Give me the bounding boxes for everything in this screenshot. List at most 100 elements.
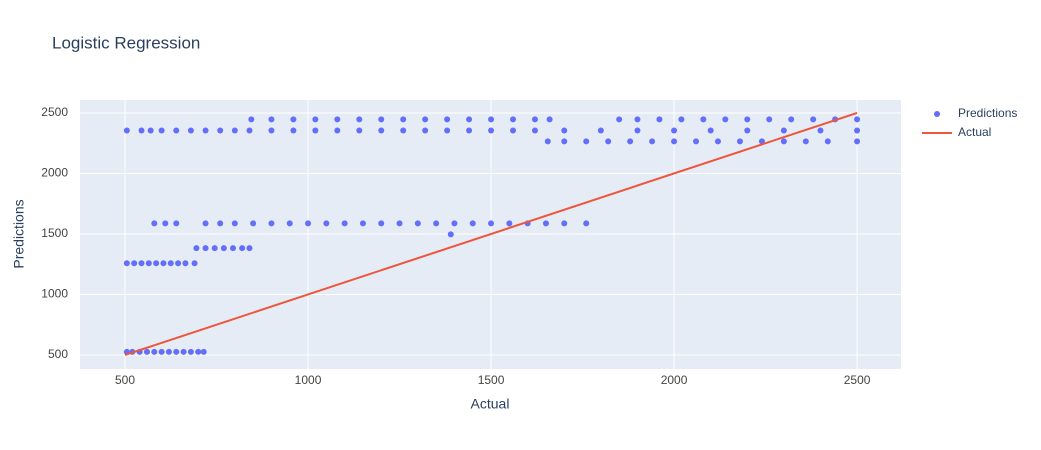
point [510,127,517,134]
point [195,348,202,355]
point [202,245,209,252]
x-tick-label: 2000 [661,373,688,387]
point [312,116,319,123]
point [246,245,253,252]
point [561,220,568,227]
point [158,348,165,355]
y-tick-label: 1500 [41,226,68,240]
point [191,260,198,267]
point [378,127,385,134]
point [444,127,451,134]
legend-label[interactable]: Predictions [958,106,1017,120]
point [678,116,685,123]
point [780,138,787,145]
point [396,220,403,227]
point [634,127,641,134]
y-tick-label: 2500 [41,105,68,119]
point [248,116,255,123]
point [341,220,348,227]
point [151,348,158,355]
point [627,138,634,145]
point [433,220,440,227]
point [250,220,257,227]
point [356,127,363,134]
point [671,127,678,134]
x-tick-label: 1000 [295,373,322,387]
point [469,220,476,227]
point [824,138,831,145]
point [693,138,700,145]
point [158,127,165,134]
point [561,127,568,134]
point [231,127,238,134]
point [173,127,180,134]
point [466,127,473,134]
point [378,220,385,227]
point [854,127,861,134]
point [239,245,246,252]
point [147,127,154,134]
x-tick-label: 500 [115,373,135,387]
point [488,127,495,134]
point [123,260,130,267]
point [466,116,473,123]
point [153,260,160,267]
y-axis-title: Predictions [11,199,27,268]
point [290,127,297,134]
x-tick-label: 2500 [844,373,871,387]
legend-label[interactable]: Actual [958,125,991,139]
y-tick-label: 1000 [41,287,68,301]
point [173,220,180,227]
point [202,127,209,134]
point [744,127,751,134]
grid: 500 1000 1500 2000 2500 500 1000 1500 2000 2500 [41,100,901,387]
point [180,348,187,355]
point [400,116,407,123]
point [200,348,207,355]
point [671,138,678,145]
point [187,348,194,355]
point [531,116,538,123]
point [131,260,138,267]
point [211,245,218,252]
point [561,138,568,145]
point [656,116,663,123]
point [123,127,130,134]
x-axis-title: Actual [471,396,510,412]
point [744,116,751,123]
point [145,260,152,267]
point [359,220,366,227]
line [124,111,858,356]
chart-title: Logistic Regression [52,33,200,52]
point [138,260,145,267]
point [544,138,551,145]
point [229,245,236,252]
point [167,260,174,267]
point [531,127,538,134]
point [451,220,458,227]
point [182,260,189,267]
legend: Predictions Actual [922,106,1017,139]
point [788,116,795,123]
legend-symbol [934,111,940,117]
point [700,116,707,123]
point [143,348,150,355]
point [422,127,429,134]
point [542,220,549,227]
point [356,116,363,123]
point [305,220,312,227]
point [616,116,623,123]
point [488,220,495,227]
y-tick-label: 2000 [41,166,68,180]
point [202,220,209,227]
point [400,127,407,134]
point [268,220,275,227]
point [447,231,454,238]
point [217,127,224,134]
point [810,116,817,123]
point [817,127,824,134]
point [444,116,451,123]
marks [123,111,861,356]
point [160,260,167,267]
